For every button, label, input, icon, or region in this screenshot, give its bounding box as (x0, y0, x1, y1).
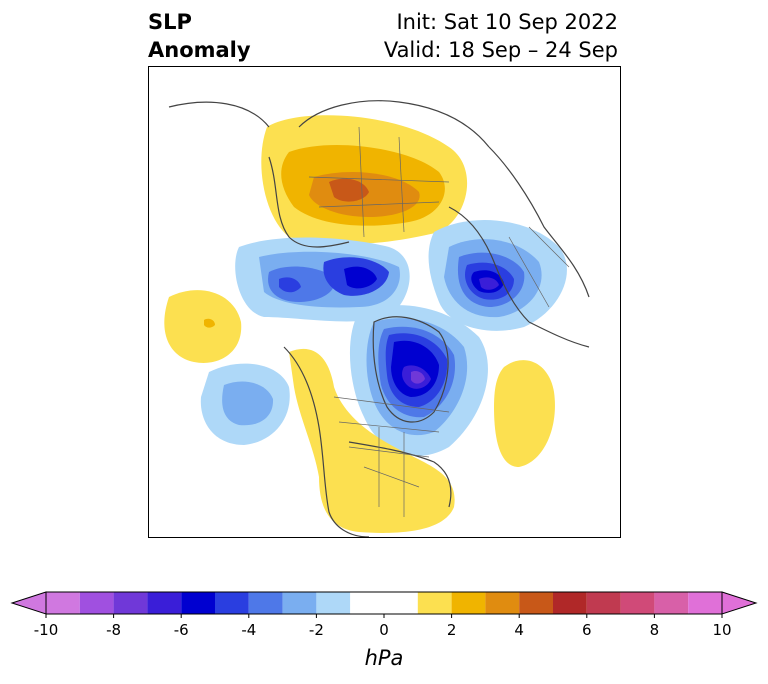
colorbar-ticks: -10 -8 -6 -4 -2 0 2 4 6 8 10 (34, 614, 732, 639)
edge-gap (149, 282, 157, 317)
map-title: SLP Anomaly (148, 8, 251, 64)
colorbar-bin (79, 592, 114, 614)
colorbar-bin (181, 592, 215, 614)
colorbar-bin (688, 592, 722, 614)
colorbar-extend-low (10, 591, 47, 615)
colorbar-tick-label: 10 (712, 621, 731, 639)
colorbar-bins (10, 591, 758, 615)
coastlines (168, 100, 590, 537)
colorbar-bin (417, 592, 452, 614)
colorbar-bin (586, 592, 621, 614)
colorbar-tick-label: 2 (447, 621, 457, 639)
colorbar-tick-label: -6 (174, 621, 189, 639)
colorbar-bin (519, 592, 553, 614)
pacific-negative-anomaly (200, 363, 290, 445)
colorbar-tick-label: 8 (650, 621, 660, 639)
title-variable: SLP (148, 10, 192, 34)
colorbar-bin (147, 592, 182, 614)
pacific-positive-anomaly (164, 290, 242, 363)
map-date-info: Init: Sat 10 Sep 2022 Valid: 18 Sep – 24… (384, 8, 618, 64)
slp-anomaly-map (148, 66, 621, 538)
colorbar-tick-label: -10 (34, 621, 59, 639)
colorbar-tick-label: -8 (106, 621, 121, 639)
colorbar-bin (113, 592, 148, 614)
siberia-positive-anomaly (261, 115, 468, 244)
init-date: Init: Sat 10 Sep 2022 (396, 10, 618, 34)
map-canvas (149, 100, 590, 537)
colorbar-bin (282, 592, 317, 614)
valid-range: Valid: 18 Sep – 24 Sep (383, 38, 618, 62)
colorbar-tick-label: 0 (379, 621, 389, 639)
title-variable-sub: Anomaly (148, 38, 251, 62)
colorbar-tick-label: 6 (582, 621, 592, 639)
colorbar-unit-label: hPa (364, 646, 404, 670)
colorbar-tick-label: 4 (514, 621, 524, 639)
colorbar-bin (350, 592, 418, 614)
colorbar-tick-label: -2 (309, 621, 324, 639)
europe-negative-anomaly (428, 220, 567, 331)
colorbar-bin (654, 592, 689, 614)
colorbar-bin (485, 592, 520, 614)
borders (308, 126, 570, 517)
colorbar-bin (248, 592, 283, 614)
colorbar-bin (215, 592, 249, 614)
atlantic-positive-anomaly (494, 360, 555, 467)
colorbar-bin (553, 592, 587, 614)
arctic-negative-band (235, 237, 410, 322)
colorbar-bin (316, 592, 351, 614)
colorbar-tick-label: -4 (241, 621, 256, 639)
colorbar: -10 -8 -6 -4 -2 0 2 4 6 8 10 (10, 591, 758, 639)
colorbar-extend-high (721, 591, 758, 615)
colorbar-bin (451, 592, 486, 614)
colorbar-bin (620, 592, 655, 614)
greenland-negative-anomaly (349, 305, 488, 456)
north-america-positive-anomaly (289, 348, 455, 533)
colorbar-bin (46, 592, 80, 614)
